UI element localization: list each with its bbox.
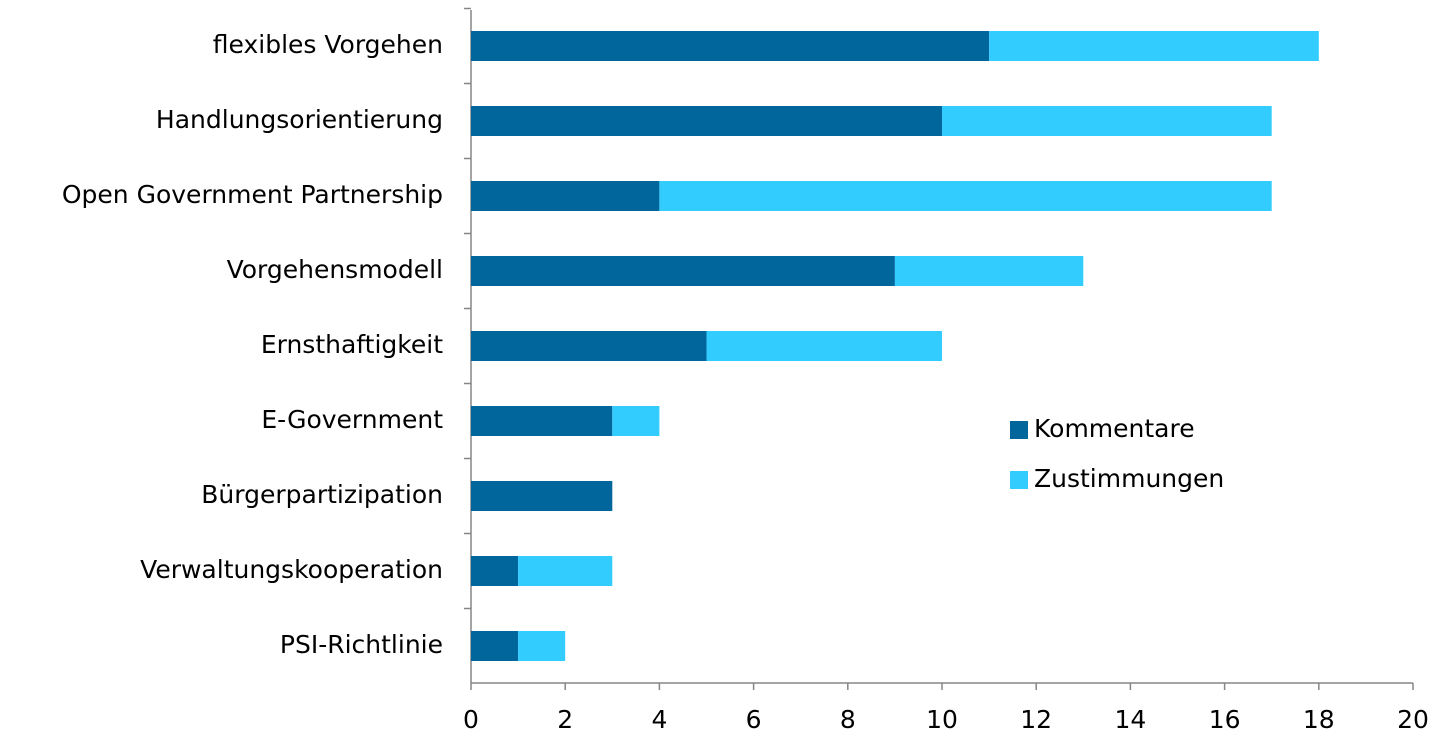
- legend-label: Kommentare: [1034, 414, 1195, 443]
- x-tick-label: 8: [840, 705, 856, 734]
- y-tick-label: Ernsthaftigkeit: [261, 330, 443, 359]
- y-tick-label: PSI-Richtlinie: [280, 630, 443, 659]
- bar-segment: [471, 481, 613, 511]
- bar-segment: [471, 631, 519, 661]
- x-tick-label: 4: [651, 705, 667, 734]
- bar-segment: [518, 631, 566, 661]
- bar-segment: [471, 331, 707, 361]
- legend-swatch: [1010, 421, 1028, 439]
- y-tick-label: E-Government: [261, 405, 443, 434]
- bar-segment: [659, 181, 1272, 211]
- bar-segment: [471, 256, 895, 286]
- legend-swatch: [1010, 471, 1028, 489]
- x-tick-label: 18: [1303, 705, 1335, 734]
- bar-segment: [471, 106, 942, 136]
- bar-segment: [942, 106, 1272, 136]
- y-tick-label: Bürgerpartizipation: [201, 480, 443, 509]
- x-tick-label: 14: [1114, 705, 1146, 734]
- legend-label: Zustimmungen: [1034, 464, 1224, 493]
- x-tick-label: 10: [926, 705, 958, 734]
- x-tick-label: 12: [1020, 705, 1052, 734]
- y-tick-label: Verwaltungskooperation: [140, 555, 443, 584]
- y-tick-label: flexibles Vorgehen: [213, 30, 443, 59]
- x-tick-label: 16: [1209, 705, 1241, 734]
- x-tick-label: 6: [746, 705, 762, 734]
- bar-segment: [471, 556, 519, 586]
- bar-segment: [518, 556, 613, 586]
- x-tick-label: 0: [463, 705, 479, 734]
- bar-segment: [894, 256, 1084, 286]
- bar-segment: [989, 31, 1319, 61]
- y-tick-label: Open Government Partnership: [62, 180, 443, 209]
- bar-segment: [471, 181, 660, 211]
- bar-segment: [471, 31, 990, 61]
- bar-segment: [706, 331, 942, 361]
- y-tick-label: Vorgehensmodell: [227, 255, 443, 284]
- x-tick-label: 2: [557, 705, 573, 734]
- y-tick-label: Handlungsorientierung: [156, 105, 443, 134]
- x-tick-label: 20: [1397, 705, 1429, 734]
- bar-segment: [612, 406, 660, 436]
- bar-segment: [471, 406, 613, 436]
